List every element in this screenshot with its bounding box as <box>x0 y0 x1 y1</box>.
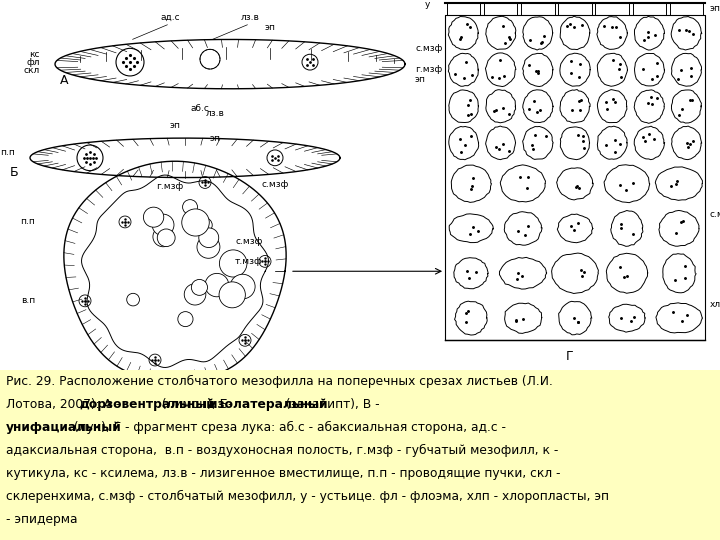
Circle shape <box>77 145 103 171</box>
Bar <box>484 3 518 15</box>
Circle shape <box>178 312 193 327</box>
Circle shape <box>184 284 206 305</box>
Circle shape <box>143 207 163 227</box>
Circle shape <box>259 255 271 267</box>
Circle shape <box>239 334 251 346</box>
FancyBboxPatch shape <box>0 370 720 540</box>
Bar <box>595 3 629 15</box>
Text: г.мзф: г.мзф <box>156 183 184 192</box>
Text: (эвкалипт), В -: (эвкалипт), В - <box>277 398 379 411</box>
Text: Г: Г <box>566 350 574 363</box>
Text: лз.в: лз.в <box>206 110 225 118</box>
Circle shape <box>119 216 131 228</box>
Text: Лотова, 2007): А -: Лотова, 2007): А - <box>6 398 124 411</box>
Text: п.п: п.п <box>20 218 35 226</box>
Text: хлп: хлп <box>710 300 720 309</box>
Circle shape <box>302 54 318 70</box>
Text: эп: эп <box>264 23 276 31</box>
Circle shape <box>199 228 219 247</box>
Text: скл: скл <box>24 65 40 75</box>
Text: Б: Б <box>10 166 19 179</box>
Circle shape <box>157 229 175 247</box>
Text: адаксиальная сторона,  в.п - воздухоносная полость, г.мзф - губчатый мезофилл, к: адаксиальная сторона, в.п - воздухоносна… <box>6 444 558 457</box>
Text: с.мзф: с.мзф <box>261 179 289 188</box>
Circle shape <box>219 282 246 308</box>
Text: - эпидерма: - эпидерма <box>6 513 77 526</box>
Bar <box>558 3 592 15</box>
Text: аб.с: аб.с <box>191 104 210 112</box>
Text: п.п: п.п <box>0 148 15 157</box>
Bar <box>447 3 480 15</box>
Text: с.мзф: с.мзф <box>710 211 720 219</box>
Text: кс: кс <box>30 50 40 59</box>
Circle shape <box>220 250 247 277</box>
Circle shape <box>267 150 283 166</box>
Text: лз.в: лз.в <box>240 13 259 22</box>
Text: с.мзф: с.мзф <box>235 237 262 246</box>
Text: эп: эп <box>710 4 720 14</box>
Text: эп: эп <box>415 76 426 84</box>
Circle shape <box>183 200 197 214</box>
Bar <box>670 3 703 15</box>
Text: эп: эп <box>210 134 220 143</box>
Bar <box>521 3 554 15</box>
Circle shape <box>127 293 140 306</box>
Text: г.мзф: г.мзф <box>415 65 442 73</box>
Circle shape <box>153 227 174 247</box>
Text: дорзовентральный: дорзовентральный <box>79 398 215 411</box>
Text: кутикула, кс - ксилема, лз.в - лизигенное вместилище, п.п - проводящие пучки, ск: кутикула, кс - ксилема, лз.в - лизигенно… <box>6 467 560 480</box>
Text: А: А <box>60 74 68 87</box>
Circle shape <box>230 274 255 299</box>
Text: (лимон), Б-: (лимон), Б- <box>158 398 237 411</box>
Circle shape <box>205 273 229 297</box>
Circle shape <box>192 279 207 295</box>
Bar <box>633 3 666 15</box>
Text: Рис. 29. Расположение столбчатого мезофилла на поперечных срезах листьев (Л.И.: Рис. 29. Расположение столбчатого мезофи… <box>6 375 553 388</box>
Circle shape <box>149 354 161 366</box>
Text: ад.с: ад.с <box>160 13 180 22</box>
Text: унифациальный: унифациальный <box>6 421 122 434</box>
Circle shape <box>200 49 220 69</box>
Text: фл: фл <box>27 58 40 66</box>
Circle shape <box>181 209 210 236</box>
Text: эп: эп <box>169 121 181 130</box>
Text: т.мзф: т.мзф <box>235 257 263 266</box>
Text: склеренхима, с.мзф - столбчатый мезофилл, у - устьице. фл - флоэма, хлп - хлороп: склеренхима, с.мзф - столбчатый мезофилл… <box>6 490 609 503</box>
Text: изолатеральный: изолатеральный <box>209 398 327 411</box>
Circle shape <box>199 177 211 188</box>
Circle shape <box>197 235 220 258</box>
Text: у: у <box>425 1 430 9</box>
Text: В: В <box>170 394 179 407</box>
Text: с.мзф: с.мзф <box>415 44 442 53</box>
Circle shape <box>194 216 207 228</box>
Text: в.п: в.п <box>21 296 35 305</box>
Circle shape <box>79 295 91 307</box>
Circle shape <box>152 214 174 235</box>
Text: (лук), Г - фрагмент среза лука: аб.с - абаксиальная сторона, ад.с -: (лук), Г - фрагмент среза лука: аб.с - а… <box>70 421 506 434</box>
Circle shape <box>116 49 144 76</box>
Circle shape <box>198 218 212 232</box>
